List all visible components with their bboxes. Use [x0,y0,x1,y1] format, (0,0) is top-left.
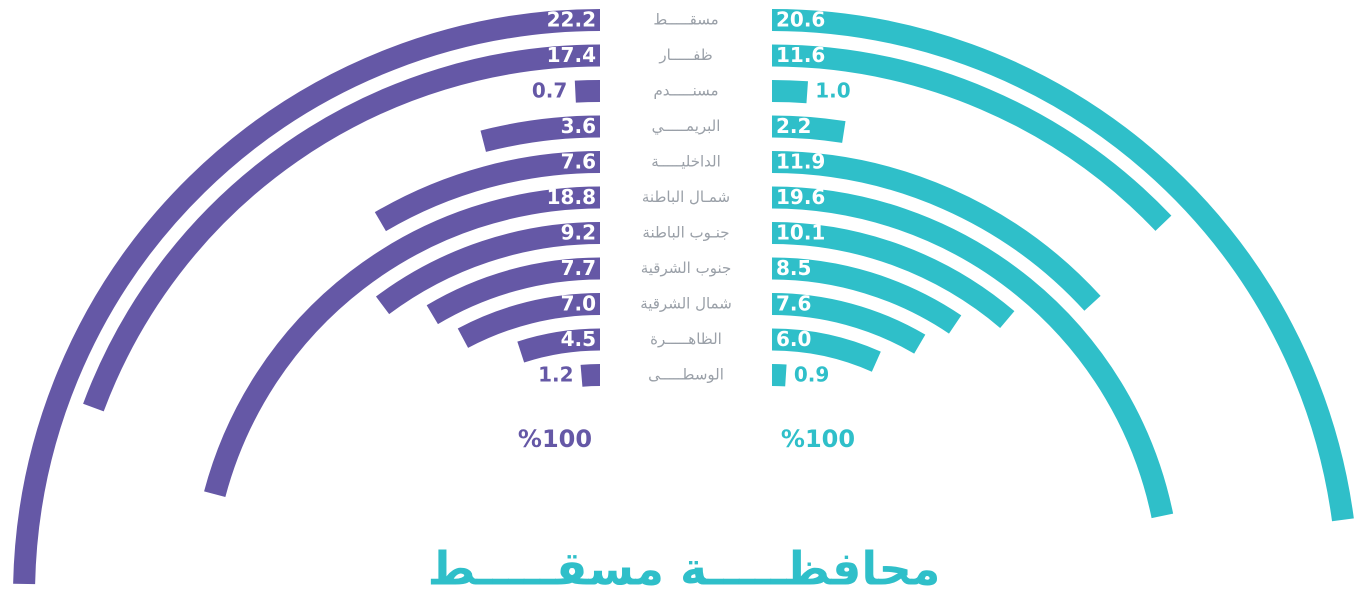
bar [771,44,1172,231]
bar [374,151,601,232]
category-label: الداخليـــــة [651,153,721,171]
chart-title: محافظـــــة مسقـــــط [428,542,941,596]
category-label: مسنـــــدم [653,82,718,100]
value-label: 0.9 [794,363,829,387]
category-label: الظاهـــــرة [650,330,722,348]
bar [375,222,601,315]
bar [574,80,601,103]
value-label: 7.7 [561,256,596,280]
category-label: شمـال الباطنة [642,188,730,206]
value-label: 7.6 [776,292,811,316]
bar [83,44,601,412]
value-label: 7.0 [561,292,596,316]
scale-label: %100 [781,425,855,453]
value-label: 10.1 [776,221,825,245]
value-label: 9.2 [561,221,596,245]
value-label: 22.2 [547,8,596,32]
bar [771,186,1174,519]
bar [771,328,881,372]
value-label: 2.2 [776,114,811,138]
bar [771,115,846,143]
bar [517,328,601,363]
value-label: 11.9 [776,150,825,174]
value-label: 4.5 [561,327,596,351]
bar [771,151,1101,311]
value-label: 0.7 [532,79,567,103]
bar [204,186,601,498]
bar [771,293,926,354]
value-label: 7.6 [561,150,596,174]
value-label: 19.6 [776,185,825,209]
bar [457,293,601,348]
value-label: 20.6 [776,8,825,32]
category-label: البريمـــــي [652,117,721,136]
value-label: 6.0 [776,327,811,351]
category-label: جنوب الشرقية [641,259,732,277]
category-label: الوسطـــــى [648,366,724,384]
bar [771,222,1015,328]
value-label: 18.8 [547,185,596,209]
value-label: 3.6 [561,114,596,138]
value-label: 11.6 [776,43,825,67]
category-label: مسقـــــط [653,11,718,29]
value-label: 8.5 [776,256,811,280]
category-label: جنـوب الباطنة [642,224,729,242]
bar [480,115,601,152]
value-label: 1.0 [815,79,850,103]
category-label: ظفـــــار [658,46,712,64]
bar [426,257,601,325]
value-label: 1.2 [538,363,573,387]
value-label: 17.4 [547,43,596,67]
scale-label: %100 [518,425,592,453]
category-label: شمال الشرقية [640,295,732,313]
bar [771,80,808,104]
bar [13,9,601,585]
bar [580,364,601,387]
bar [771,9,1354,522]
bar [771,257,962,334]
